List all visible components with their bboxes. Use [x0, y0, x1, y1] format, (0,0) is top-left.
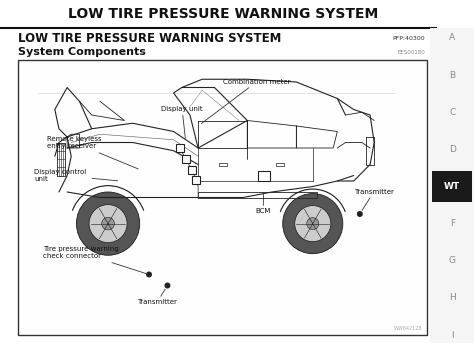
Text: Combination meter: Combination meter — [201, 79, 290, 123]
Bar — [182, 155, 190, 163]
Bar — [430, 28, 474, 343]
Circle shape — [295, 205, 331, 242]
Text: F: F — [450, 219, 455, 228]
Text: LOW TIRE PRESSURE WARNING SYSTEM: LOW TIRE PRESSURE WARNING SYSTEM — [18, 33, 282, 46]
Bar — [188, 166, 196, 174]
Text: WW642128: WW642128 — [394, 326, 422, 331]
Text: Transmitter: Transmitter — [137, 289, 177, 305]
Bar — [18, 60, 428, 335]
Circle shape — [102, 217, 114, 230]
Text: BCM: BCM — [255, 193, 271, 214]
Bar — [219, 163, 227, 166]
Circle shape — [164, 283, 171, 288]
Text: Display control
unit: Display control unit — [35, 169, 118, 182]
Circle shape — [76, 192, 140, 255]
Text: C: C — [449, 108, 456, 117]
Text: Transmitter: Transmitter — [354, 189, 393, 211]
Text: WT: WT — [444, 182, 460, 191]
Bar — [432, 171, 472, 202]
Text: System Components: System Components — [18, 47, 146, 57]
Bar — [192, 176, 200, 184]
Bar — [276, 163, 284, 166]
Circle shape — [89, 205, 127, 243]
Text: Remote keyless
entry receiver: Remote keyless entry receiver — [46, 136, 138, 169]
Text: G: G — [449, 256, 456, 265]
Text: B: B — [449, 71, 455, 80]
Circle shape — [283, 193, 343, 254]
Text: I: I — [451, 331, 454, 340]
Text: EES00180: EES00180 — [398, 49, 425, 55]
Circle shape — [307, 217, 319, 229]
Bar — [176, 144, 184, 152]
Circle shape — [146, 272, 152, 277]
Text: A: A — [449, 34, 455, 43]
Text: D: D — [449, 145, 456, 154]
Text: PFP:40300: PFP:40300 — [393, 36, 425, 42]
Bar — [258, 170, 270, 180]
Text: LOW TIRE PRESSURE WARNING SYSTEM: LOW TIRE PRESSURE WARNING SYSTEM — [68, 7, 378, 21]
Text: Tire pressure warning
check connector: Tire pressure warning check connector — [43, 246, 146, 274]
Circle shape — [357, 211, 363, 217]
Text: Display unit: Display unit — [161, 106, 203, 138]
Text: H: H — [449, 293, 456, 303]
